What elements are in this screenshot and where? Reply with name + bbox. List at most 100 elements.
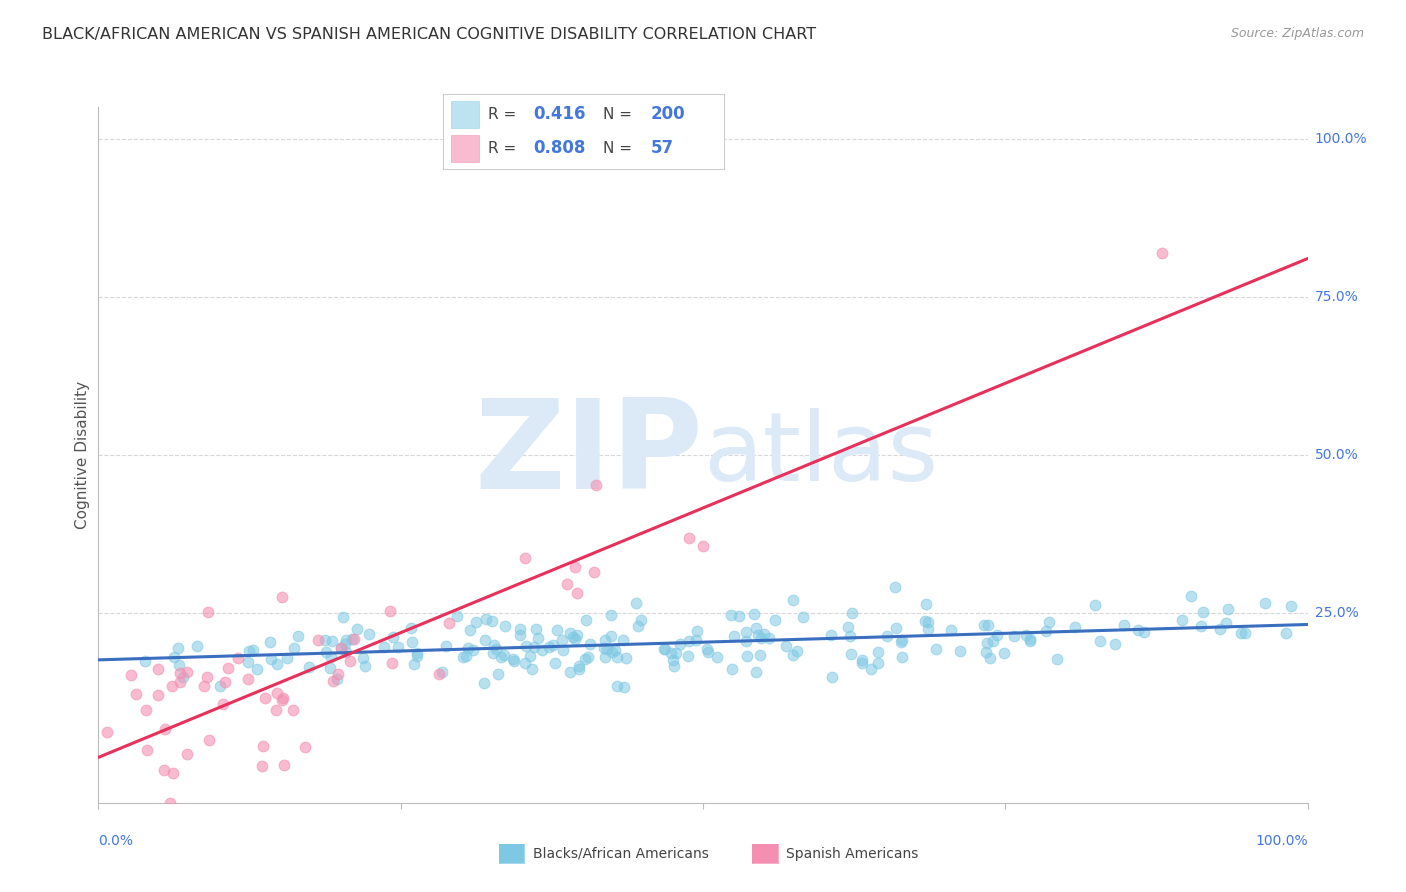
- Text: 0.808: 0.808: [533, 139, 585, 157]
- Point: [527, 631, 550, 645]
- Point: [276, 650, 298, 665]
- Point: [1171, 614, 1194, 628]
- Point: [696, 641, 718, 656]
- Point: [1132, 624, 1154, 639]
- Point: [134, 655, 156, 669]
- Point: [596, 641, 619, 656]
- Point: [974, 645, 997, 659]
- Point: [593, 633, 616, 648]
- Point: [723, 629, 745, 643]
- Point: [1209, 623, 1232, 637]
- Point: [544, 657, 567, 671]
- Point: [555, 577, 578, 591]
- Point: [298, 660, 321, 674]
- Text: 100.0%: 100.0%: [1256, 834, 1308, 848]
- Point: [1254, 596, 1277, 610]
- Point: [706, 650, 728, 665]
- Point: [314, 633, 336, 648]
- Point: [146, 662, 169, 676]
- Point: [662, 659, 685, 673]
- Point: [565, 586, 588, 600]
- Text: 200: 200: [651, 105, 686, 123]
- Point: [550, 632, 572, 647]
- Point: [728, 609, 751, 624]
- Point: [214, 674, 236, 689]
- Point: [763, 613, 786, 627]
- Point: [401, 621, 423, 635]
- Point: [335, 632, 357, 647]
- Point: [593, 649, 616, 664]
- Point: [352, 651, 374, 665]
- Point: [226, 650, 249, 665]
- Text: Blacks/African Americans: Blacks/African Americans: [533, 847, 709, 861]
- Point: [259, 635, 281, 649]
- Point: [735, 648, 758, 663]
- Point: [520, 662, 543, 676]
- Point: [197, 605, 219, 619]
- Point: [868, 656, 890, 670]
- Point: [283, 641, 305, 656]
- Point: [502, 652, 524, 666]
- Point: [160, 679, 183, 693]
- Text: atlas: atlas: [703, 409, 938, 501]
- Point: [1083, 599, 1105, 613]
- Point: [758, 632, 780, 646]
- Point: [745, 665, 768, 679]
- Point: [686, 624, 709, 638]
- Point: [600, 645, 623, 659]
- Point: [612, 632, 634, 647]
- Point: [254, 691, 277, 706]
- Point: [340, 632, 363, 646]
- Point: [259, 651, 281, 665]
- Point: [94, 814, 117, 829]
- Point: [576, 650, 599, 665]
- Point: [1229, 626, 1251, 640]
- Point: [720, 662, 742, 676]
- Point: [271, 691, 294, 706]
- Point: [1180, 590, 1202, 604]
- Point: [458, 623, 481, 637]
- Point: [993, 646, 1015, 660]
- Point: [678, 634, 700, 648]
- Point: [884, 621, 907, 635]
- Point: [851, 656, 873, 670]
- Point: [1216, 602, 1239, 616]
- Point: [553, 643, 575, 657]
- Point: [217, 661, 239, 675]
- Point: [195, 670, 218, 684]
- Point: [135, 703, 157, 717]
- Text: 0.416: 0.416: [533, 105, 585, 123]
- Point: [630, 613, 652, 627]
- Point: [654, 642, 676, 657]
- Point: [186, 639, 208, 653]
- Point: [720, 607, 742, 622]
- Point: [266, 657, 288, 671]
- Point: [484, 638, 506, 652]
- Point: [659, 646, 682, 660]
- Point: [236, 672, 259, 686]
- Point: [236, 655, 259, 669]
- Point: [751, 632, 773, 646]
- Y-axis label: Cognitive Disability: Cognitive Disability: [75, 381, 90, 529]
- Point: [378, 604, 401, 618]
- Point: [402, 657, 425, 672]
- Point: [745, 621, 768, 635]
- Text: BLACK/AFRICAN AMERICAN VS SPANISH AMERICAN COGNITIVE DISABILITY CORRELATION CHAR: BLACK/AFRICAN AMERICAN VS SPANISH AMERIC…: [42, 27, 817, 42]
- Point: [914, 598, 936, 612]
- Point: [613, 680, 636, 694]
- Point: [451, 649, 474, 664]
- Point: [264, 703, 287, 717]
- Point: [252, 739, 274, 753]
- Point: [387, 640, 409, 655]
- Point: [513, 550, 536, 565]
- Point: [146, 688, 169, 702]
- Point: [329, 640, 352, 655]
- Point: [600, 608, 623, 623]
- Point: [603, 642, 626, 657]
- Point: [446, 609, 468, 624]
- Point: [696, 644, 718, 658]
- Point: [489, 650, 512, 665]
- Point: [1274, 625, 1296, 640]
- Point: [401, 634, 423, 648]
- Point: [782, 648, 804, 662]
